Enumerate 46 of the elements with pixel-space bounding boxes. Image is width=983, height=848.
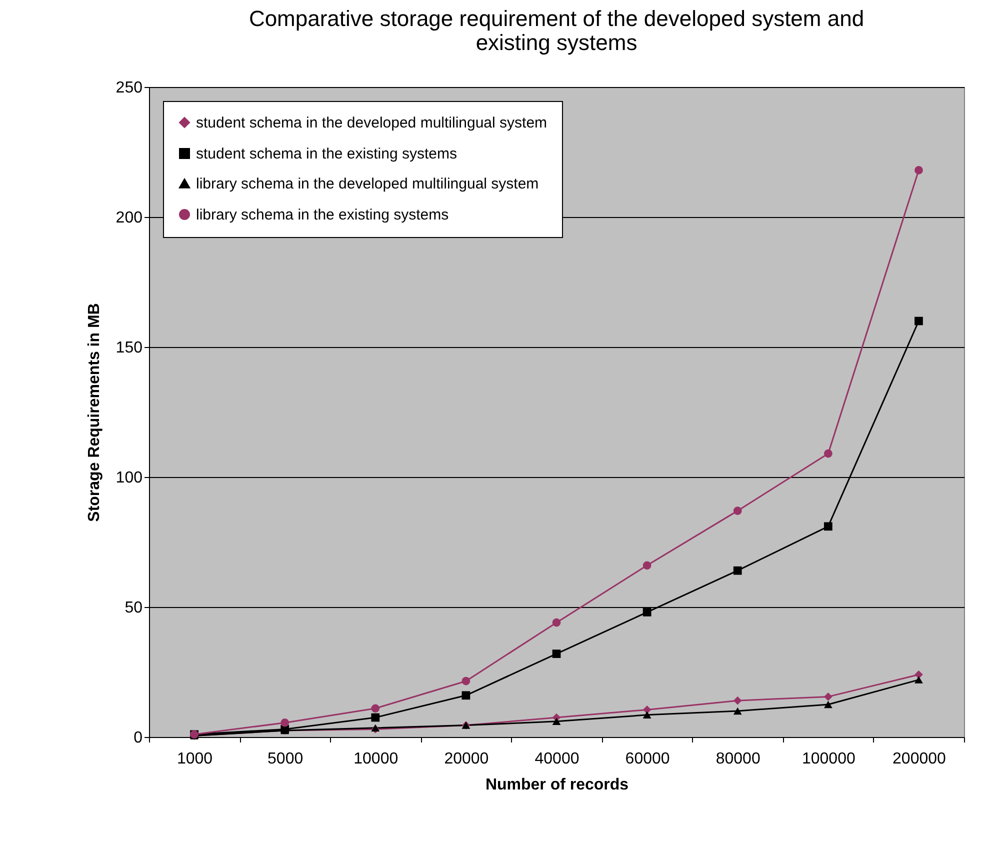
point	[371, 713, 380, 722]
x-tick-label: 20000	[444, 750, 489, 768]
point	[824, 692, 832, 701]
point	[914, 316, 923, 326]
y-tick-label: 150	[116, 340, 143, 356]
point	[552, 618, 561, 627]
point	[914, 676, 923, 684]
y-tick-label: 250	[116, 80, 143, 96]
point	[552, 718, 561, 726]
point	[280, 718, 290, 727]
point	[552, 650, 561, 658]
point	[733, 506, 742, 515]
point	[733, 707, 742, 715]
x-axis-title: Number of records	[485, 776, 629, 794]
legend-label: library schema in the existing systems	[196, 206, 449, 224]
y-tick-label: 100	[116, 470, 143, 486]
point	[733, 696, 742, 705]
x-tick-label: 1000	[176, 750, 213, 768]
y-tick-label: 0	[134, 730, 143, 746]
y-axis-title: Storage Requirements in MB	[86, 303, 103, 522]
legend-label: student schema in the developed multilingual system	[196, 114, 548, 132]
point	[642, 711, 652, 719]
chart-title: Comparative storage requirement of the developed system and existing systems	[248, 6, 864, 55]
point	[824, 522, 832, 531]
point	[642, 561, 652, 570]
x-tick-label: 60000	[625, 750, 670, 768]
point	[371, 704, 380, 713]
x-tick-label: 40000	[534, 750, 580, 768]
y-tick-label: 200	[116, 210, 143, 226]
point	[642, 706, 652, 714]
y-tick-label: 50	[124, 600, 143, 616]
x-tick-label: 80000	[716, 750, 760, 768]
point	[462, 691, 470, 700]
point	[914, 670, 923, 679]
x-tick-label: 10000	[354, 750, 398, 768]
point	[914, 166, 923, 174]
point	[733, 566, 742, 575]
point	[462, 676, 470, 686]
point	[642, 608, 652, 616]
x-tick-label: 5000	[268, 750, 304, 768]
legend-label: student schema in the existing systems	[196, 146, 457, 162]
x-tick-label: 200000	[892, 750, 946, 768]
legend-label: library schema in the developed multilingual system	[196, 176, 539, 192]
point	[824, 700, 832, 708]
point	[824, 449, 832, 458]
x-tick-label: 100000	[802, 750, 856, 768]
